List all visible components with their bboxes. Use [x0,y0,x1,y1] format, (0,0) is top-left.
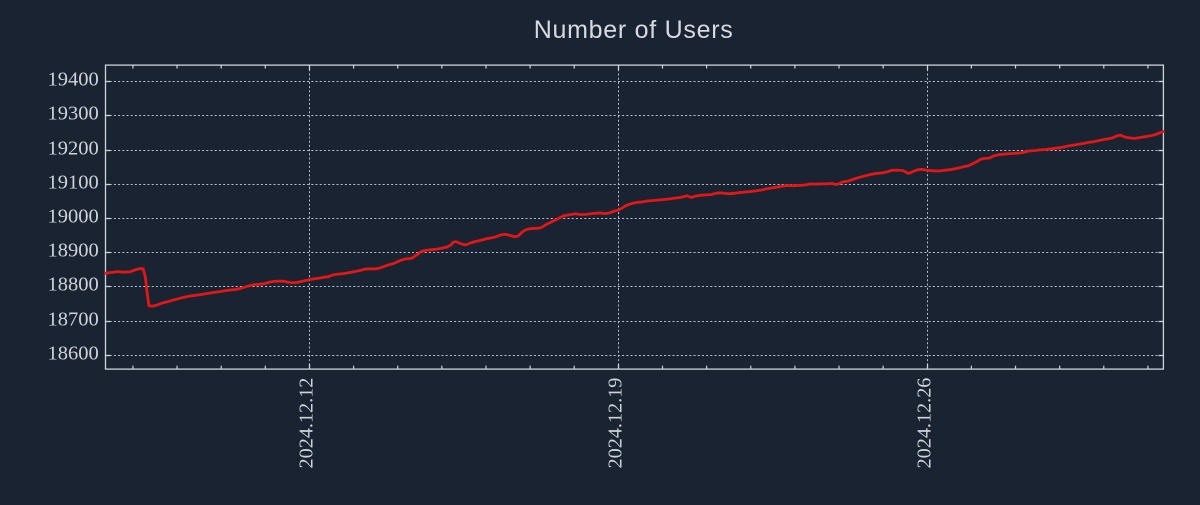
svg-text:2024.12.26: 2024.12.26 [914,378,936,469]
svg-text:19100: 19100 [48,172,99,194]
svg-text:19200: 19200 [48,138,99,160]
svg-text:18800: 18800 [48,274,99,296]
svg-text:19400: 19400 [48,69,99,91]
svg-text:18600: 18600 [48,343,99,365]
svg-text:2024.12.19: 2024.12.19 [605,378,627,469]
svg-text:Number of Users: Number of Users [534,16,734,44]
svg-text:18900: 18900 [48,240,99,262]
svg-text:2024.12.12: 2024.12.12 [296,378,318,469]
svg-text:18700: 18700 [48,309,99,331]
svg-text:19000: 19000 [48,206,99,228]
svg-text:19300: 19300 [48,103,99,125]
